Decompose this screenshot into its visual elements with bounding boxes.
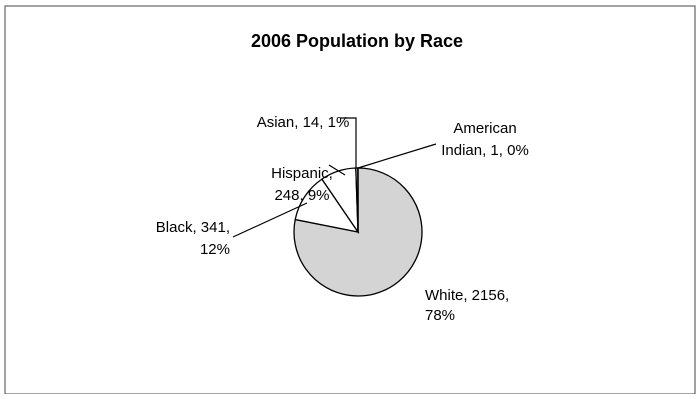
chart-title: 2006 Population by Race <box>251 31 463 51</box>
data-label-asian: Asian, 14, 1% <box>257 114 350 131</box>
